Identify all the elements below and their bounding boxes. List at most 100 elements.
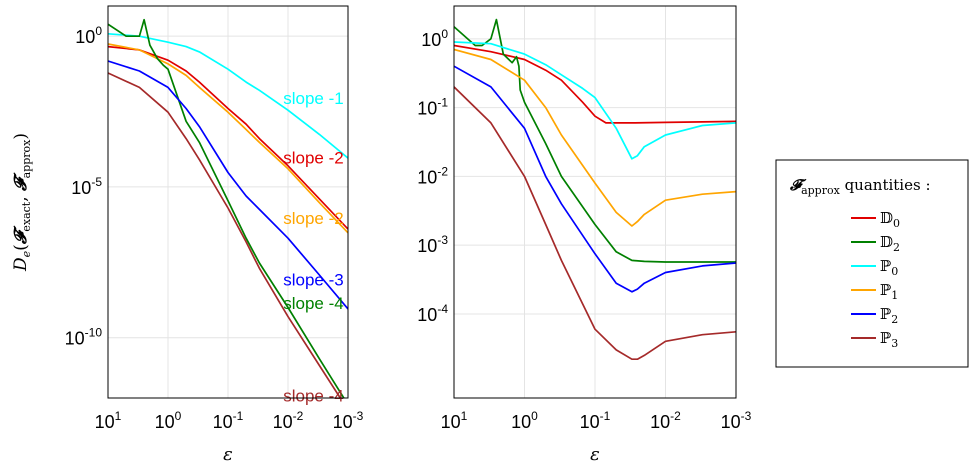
legend-letter-P0: ℙ (880, 257, 892, 275)
right-x-tick-1: 100 (511, 409, 538, 432)
right-gridlines (454, 6, 736, 398)
right-y-tick-3: 10-3 (417, 233, 448, 256)
legend-letter-D2: 𝔻 (880, 233, 893, 251)
left-slope-label-2: slope -2 (283, 209, 343, 228)
right-x-tick-exp-3: -2 (670, 409, 681, 423)
legend-title-rest: quantities : (840, 176, 931, 194)
left-slope-label-1: slope -2 (283, 148, 343, 167)
left-x-axis-label: ε (223, 444, 233, 465)
legend-sub-D2: 2 (893, 241, 900, 254)
left-x-tick-base-1: 10 (155, 412, 175, 432)
legend-label-D2: 𝔻2 (880, 233, 900, 254)
left-series-P3 (108, 72, 342, 398)
ylabel-open: ( (11, 244, 31, 251)
left-series-D2 (108, 18, 345, 398)
left-y-tick-exp-2: -10 (85, 326, 103, 340)
left-y-tick-1: 10-5 (71, 175, 102, 198)
right-y-tick-base-3: 10 (417, 236, 437, 256)
left-y-tick-exp-0: 0 (95, 24, 102, 38)
left-x-tick-3: 10-2 (273, 409, 304, 432)
legend-sub-P3: 3 (891, 337, 898, 350)
legend-letter-P2: ℙ (880, 305, 892, 323)
right-x-tick-base-1: 10 (511, 412, 531, 432)
left-y-tick-2: 10-10 (65, 326, 103, 349)
left-y-tick-exp-1: -5 (91, 175, 102, 189)
left-y-tick-base-0: 10 (75, 27, 95, 47)
left-series-P2 (108, 60, 348, 310)
left-x-tick-base-2: 10 (213, 412, 233, 432)
right-x-axis-label: ε (590, 444, 600, 465)
ylabel-prefix: D (11, 257, 31, 272)
left-x-tick-exp-0: 1 (115, 409, 122, 423)
left-slope-label-3: slope -3 (283, 271, 343, 290)
left-slope-label-5: slope -4 (283, 386, 343, 405)
right-y-tick-exp-0: 0 (441, 27, 448, 41)
right-series-P1 (454, 48, 736, 227)
left-slope-annotations: slope -1 slope -2 slope -2 slope -3 slope -4… (283, 89, 343, 405)
ylabel-close: ) (11, 133, 31, 140)
right-series-P2 (454, 65, 736, 293)
ylabel-sub-exact: exact (20, 201, 33, 231)
left-slope-label-4: slope -4 (283, 294, 343, 313)
right-series-D2 (454, 18, 736, 263)
right-y-tick-2: 10-2 (417, 164, 448, 187)
left-x-tick-0: 101 (95, 409, 122, 432)
right-x-tick-exp-2: -1 (600, 409, 611, 423)
ylabel-sub-e: e (20, 250, 33, 257)
right-series-lines (454, 18, 736, 361)
right-series-P0 (454, 41, 736, 160)
left-x-tick-labels: 101 100 10-1 10-2 10-3 (95, 409, 364, 432)
legend-letter-P1: ℙ (880, 281, 892, 299)
legend-label-P1: ℙ1 (880, 281, 898, 302)
right-y-tick-exp-4: -4 (437, 302, 448, 316)
left-x-tick-1: 100 (155, 409, 182, 432)
right-y-tick-base-1: 10 (417, 99, 437, 119)
legend-label-D0: 𝔻0 (880, 209, 900, 230)
right-y-tick-exp-2: -2 (437, 164, 448, 178)
left-x-tick-exp-1: 0 (175, 409, 182, 423)
right-series-P3 (454, 86, 736, 361)
right-y-tick-0: 100 (421, 27, 448, 50)
right-x-tick-labels: 101 100 10-1 10-2 10-3 (441, 409, 752, 432)
right-x-tick-exp-4: -3 (741, 409, 752, 423)
right-y-tick-exp-3: -3 (437, 233, 448, 247)
left-x-tick-4: 10-3 (333, 409, 364, 432)
left-x-tick-exp-2: -1 (233, 409, 244, 423)
left-panel: slope -1 slope -2 slope -2 slope -3 slope -4… (11, 5, 364, 465)
left-y-tick-0: 100 (75, 24, 102, 47)
right-x-tick-exp-0: 1 (461, 409, 468, 423)
right-x-tick-exp-1: 0 (531, 409, 538, 423)
left-y-tick-base-1: 10 (71, 178, 91, 198)
legend-sub-P1: 1 (891, 289, 898, 302)
right-x-tick-base-3: 10 (650, 412, 670, 432)
legend-letter-P3: ℙ (880, 329, 892, 347)
left-x-tick-base-3: 10 (273, 412, 293, 432)
left-x-tick-base-4: 10 (333, 412, 353, 432)
right-y-tick-base-0: 10 (421, 30, 441, 50)
right-y-tick-base-2: 10 (417, 167, 437, 187)
legend-sub-P2: 2 (891, 313, 898, 326)
right-x-tick-3: 10-2 (650, 409, 681, 432)
left-y-tick-base-2: 10 (65, 329, 85, 349)
right-y-tick-base-4: 10 (417, 305, 437, 325)
legend-sub-D0: 0 (893, 217, 900, 230)
right-x-tick-4: 10-3 (721, 409, 752, 432)
right-x-tick-base-0: 10 (441, 412, 461, 432)
right-x-tick-2: 10-1 (580, 409, 611, 432)
legend-label-P2: ℙ2 (880, 305, 898, 326)
right-series-D0 (454, 44, 736, 124)
legend-letter-D0: 𝔻 (880, 209, 893, 227)
left-series-D0 (108, 45, 348, 230)
ylabel-comma: , (11, 191, 31, 202)
right-x-tick-base-2: 10 (580, 412, 600, 432)
legend-label-P0: ℙ0 (880, 257, 898, 278)
ylabel-sub-approx: approx (20, 139, 33, 179)
left-slope-label-0: slope -1 (283, 89, 343, 108)
right-y-tick-4: 10-4 (417, 302, 448, 325)
right-x-tick-base-4: 10 (721, 412, 741, 432)
